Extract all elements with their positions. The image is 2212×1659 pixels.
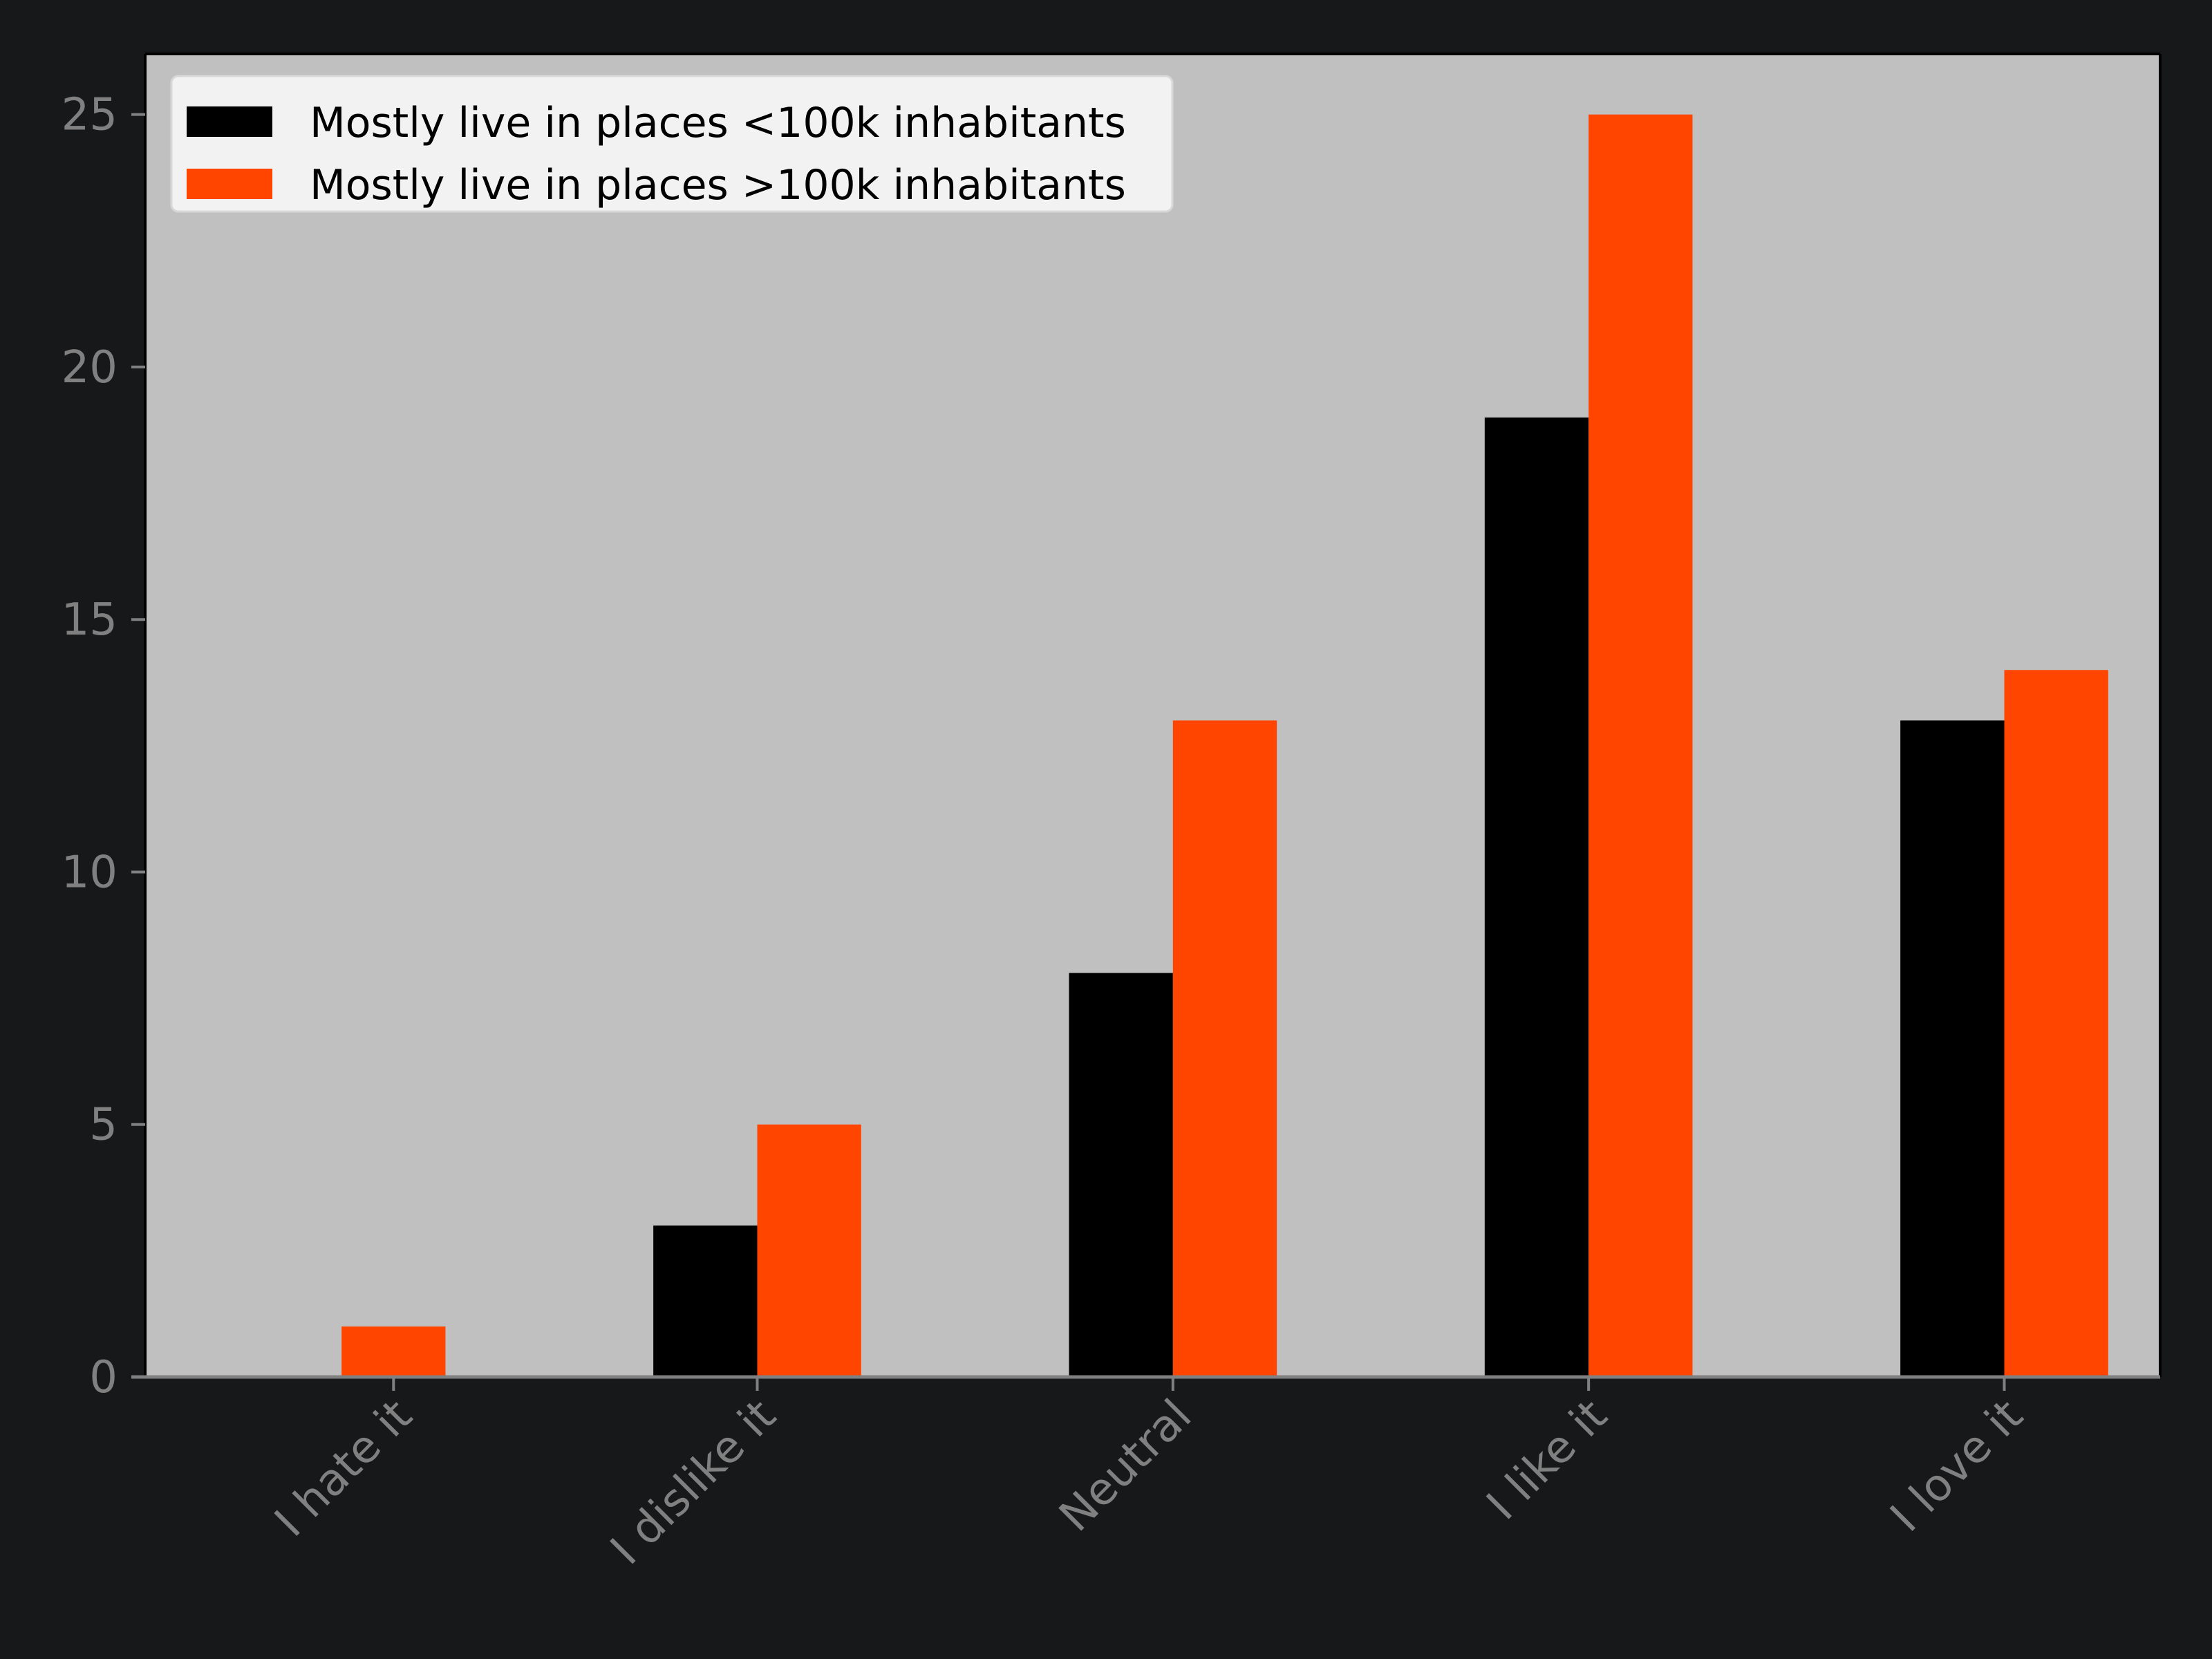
bar-series2-neutral <box>1172 720 1277 1377</box>
x-tick-label: I like it <box>1477 1390 1617 1530</box>
legend-swatch <box>187 169 272 199</box>
bar-series1-i-love-it <box>1900 720 2005 1377</box>
legend-label: Mostly live in places <100k inhabitants <box>310 99 1126 147</box>
legend: Mostly live in places <100k inhabitants M… <box>170 75 1174 213</box>
y-tick-label: 25 <box>62 90 118 141</box>
x-tick-label: I hate it <box>265 1390 422 1547</box>
x-tick-label: I love it <box>1881 1390 2033 1542</box>
legend-swatch <box>187 106 272 137</box>
y-tick-label: 5 <box>89 1100 118 1151</box>
bar-series2-i-hate-it <box>341 1326 446 1377</box>
y-tick-label: 10 <box>62 847 118 898</box>
bar-series1-i-like-it <box>1484 417 1589 1377</box>
x-tick-label: Neutral <box>1050 1390 1201 1541</box>
x-tick-label: I dislike it <box>601 1390 786 1575</box>
bar-series2-i-dislike-it <box>757 1124 861 1377</box>
y-axis: 0 5 10 15 20 25 <box>62 90 145 1403</box>
bar-series2-i-love-it <box>2004 670 2108 1377</box>
y-tick-label: 20 <box>62 342 118 393</box>
y-tick-label: 15 <box>62 594 118 646</box>
bar-series2-i-like-it <box>1588 114 1693 1378</box>
y-tick-label: 0 <box>89 1352 118 1403</box>
plot-frame <box>131 53 2162 1379</box>
bar-series1-neutral <box>1069 973 1173 1377</box>
bars-group <box>341 114 2108 1378</box>
legend-label: Mostly live in places >100k inhabitants <box>310 161 1126 209</box>
legend-box <box>170 75 1174 213</box>
bar-series1-i-dislike-it <box>653 1225 758 1377</box>
x-axis: I hate it I dislike it Neutral I like it I l… <box>265 1377 2033 1575</box>
